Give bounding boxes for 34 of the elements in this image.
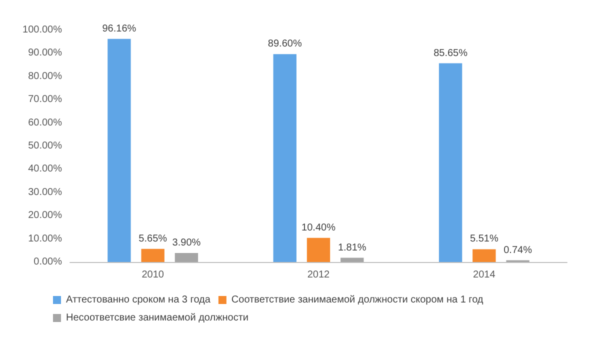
y-tick-label: 60.00% xyxy=(28,117,62,128)
bar xyxy=(141,248,164,262)
data-label: 10.40% xyxy=(302,222,336,234)
y-tick-label: 10.00% xyxy=(28,233,62,244)
data-label: 3.90% xyxy=(172,237,201,248)
y-tick-label: 20.00% xyxy=(28,210,62,222)
data-label: 5.51% xyxy=(470,234,498,245)
legend-label: Несоответсвие занимаемой должности xyxy=(66,312,249,324)
y-tick-label: 70.00% xyxy=(28,94,62,106)
bar xyxy=(174,252,198,262)
x-tick-label: 2014 xyxy=(473,270,496,280)
bar xyxy=(472,249,496,262)
legend-label: Аттестованно сроком на 3 года xyxy=(66,294,211,306)
data-label: 96.16% xyxy=(102,23,136,34)
y-tick-label: 30.00% xyxy=(28,186,62,198)
bar xyxy=(108,38,131,262)
y-tick-label: 0.00% xyxy=(34,256,62,268)
legend-label: Соответствие занимаемой должности скором на 1 год xyxy=(231,294,484,306)
y-tick-label: 50.00% xyxy=(28,140,62,152)
y-tick-label: 40.00% xyxy=(28,164,62,175)
y-tick-label: 80.00% xyxy=(28,70,62,82)
bar xyxy=(340,258,364,262)
data-label: 1.81% xyxy=(338,242,366,254)
bar xyxy=(273,54,296,262)
data-label: 85.65% xyxy=(434,48,468,59)
y-tick-label: 90.00% xyxy=(28,48,62,59)
data-label: 5.65% xyxy=(138,233,168,244)
y-tick-label: 100.00% xyxy=(22,24,62,36)
bar xyxy=(306,238,330,262)
x-tick-label: 2012 xyxy=(307,270,330,280)
data-label: 89.60% xyxy=(268,38,302,50)
x-tick-label: 2010 xyxy=(142,270,164,280)
data-label: 0.74% xyxy=(504,244,532,256)
bar xyxy=(438,63,462,262)
